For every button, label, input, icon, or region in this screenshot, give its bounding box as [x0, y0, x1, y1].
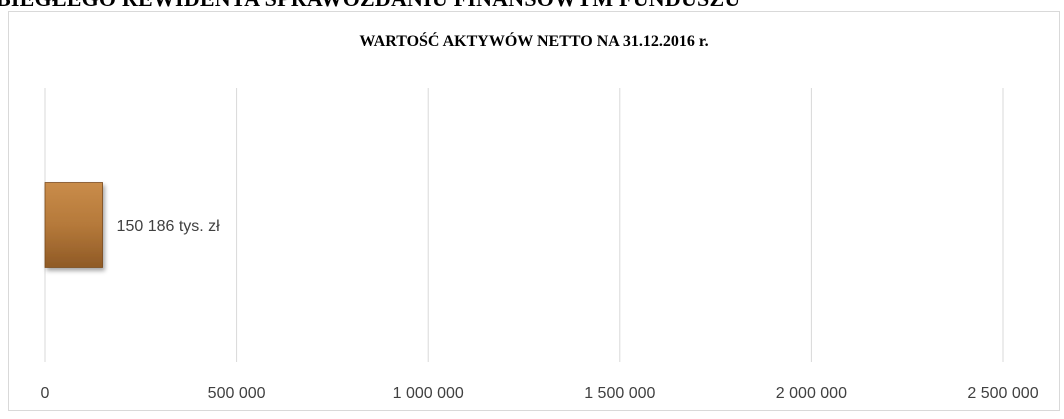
- x-tick-label: 500 000: [208, 385, 266, 402]
- x-tick-label: 1 000 000: [393, 385, 464, 402]
- chart-frame: [8, 11, 1060, 411]
- x-tick-label: 1 500 000: [584, 385, 655, 402]
- data-labels: 150 186 tys. zł: [117, 218, 221, 235]
- chart-title: WARTOŚĆ AKTYWÓW NETTO NA 31.12.2016 r.: [359, 33, 709, 50]
- x-axis-tick-labels: 0 500 000 1 000 000 1 500 000 2 000 000 2 500…: [41, 385, 1039, 402]
- x-tick-label: 2 500 000: [967, 385, 1038, 402]
- bar-data-label: 150 186 tys. zł: [117, 218, 221, 235]
- bars: [44, 182, 103, 268]
- bar: [44, 182, 103, 268]
- document-heading: BIEGŁEGO REWIDENTA SPRAWOZDANIU FINANSOW…: [0, 0, 740, 12]
- x-tick-label: 0: [41, 385, 50, 402]
- gridlines: [44, 88, 1004, 362]
- x-tick-label: 2 000 000: [776, 385, 847, 402]
